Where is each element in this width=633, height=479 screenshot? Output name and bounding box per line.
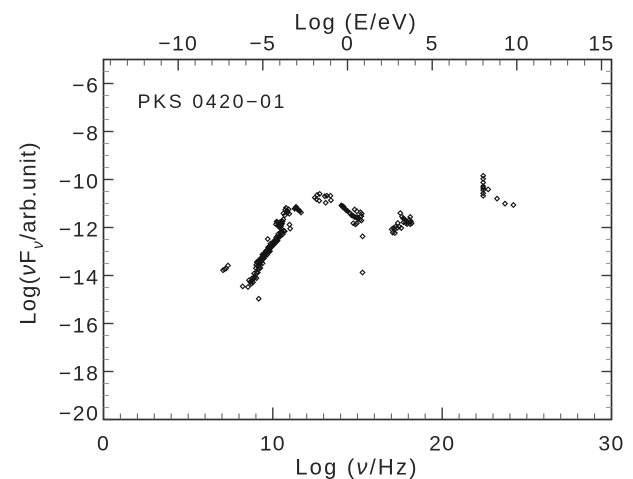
svg-text:−10: −10 (158, 32, 198, 55)
svg-text:Log (ν/Hz): Log (ν/Hz) (295, 455, 419, 479)
svg-text:0: 0 (97, 432, 110, 455)
svg-text:10: 10 (504, 32, 530, 55)
svg-text:0: 0 (341, 32, 354, 55)
svg-text:PKS 0420−01: PKS 0420−01 (138, 91, 288, 113)
svg-text:30: 30 (598, 432, 624, 455)
svg-text:−12: −12 (59, 218, 100, 241)
svg-text:−5: −5 (249, 32, 276, 55)
svg-text:20: 20 (429, 432, 455, 455)
svg-text:5: 5 (426, 32, 439, 55)
svg-text:−14: −14 (59, 266, 100, 289)
svg-text:15: 15 (588, 32, 614, 55)
svg-text:Log (E/eV): Log (E/eV) (294, 10, 417, 35)
svg-text:−20: −20 (59, 402, 100, 425)
svg-text:−18: −18 (59, 362, 100, 385)
svg-text:−16: −16 (59, 314, 100, 337)
svg-text:−8: −8 (72, 122, 99, 145)
svg-text:10: 10 (260, 432, 286, 455)
svg-text:−6: −6 (72, 74, 99, 97)
svg-text:−10: −10 (59, 170, 100, 193)
